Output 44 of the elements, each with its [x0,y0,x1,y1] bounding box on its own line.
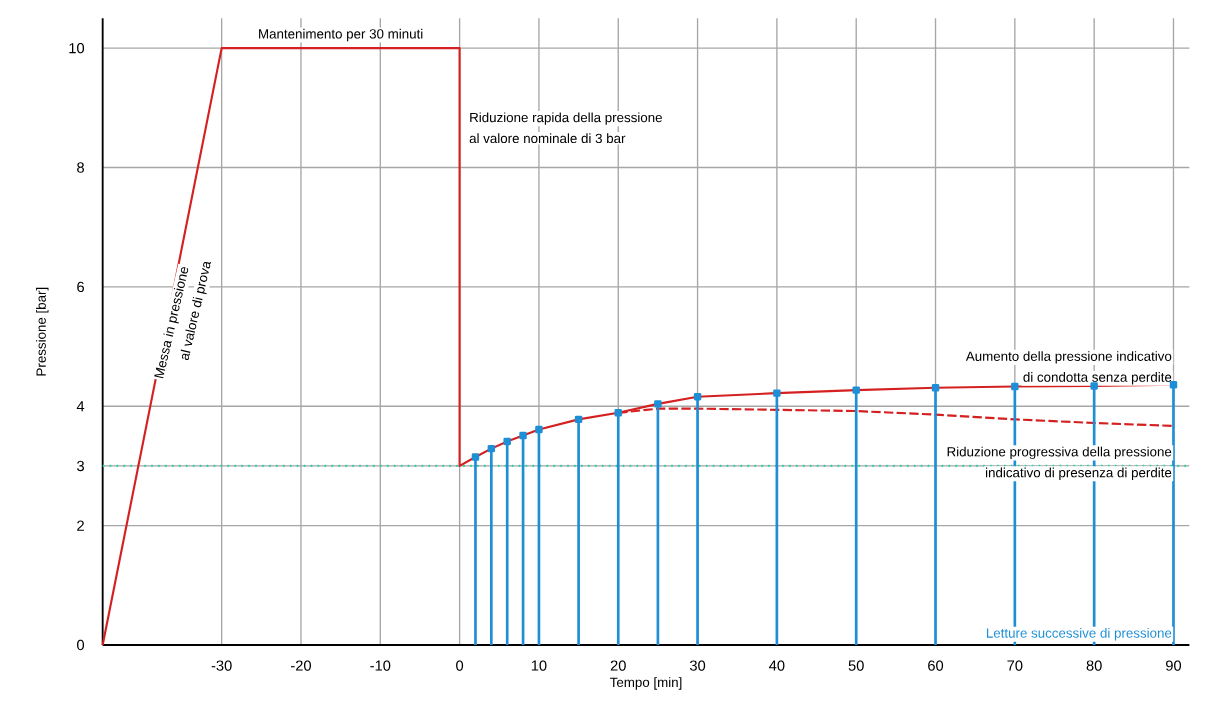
annotation: al valore nominale di 3 bar [469,133,626,144]
y-axis-title: Pressione [bar] [36,287,49,376]
x-tick-label: -20 [291,660,311,671]
y-tick-label: 4 [76,401,85,412]
x-tick-label: -10 [370,660,391,671]
point [693,392,702,401]
x-tick-label: 50 [848,660,864,671]
annotation: Riduzione progressiva della pressione [947,446,1172,460]
y-tick-label: 2 [77,520,84,531]
point [574,415,583,424]
annotation: di condotta senza perdite [1023,372,1172,385]
x-tick-label: 80 [1086,660,1102,671]
point [1011,382,1019,391]
x-tick-label: 0 [456,660,464,671]
point [931,384,940,392]
point [519,431,527,440]
y-tick-label: 3 [77,460,84,472]
y-tick-label: 8 [77,162,84,173]
point [535,425,543,434]
x-tick-label: 60 [928,660,944,671]
y-tick-label: 10 [69,42,85,54]
x-tick-label: 20 [610,660,626,671]
y-tick-label: 0 [77,639,85,651]
x-tick-label: -30 [211,660,232,671]
point [503,437,511,446]
x-tick-label: 90 [1166,660,1182,671]
y-tick-label: 6 [77,281,84,293]
x-tick-label: 40 [769,660,785,671]
annotation: Riduzione rapida della pressione [470,112,662,125]
x-axis-title: Tempo [min] [609,677,682,690]
point [487,444,496,453]
annotation: Mantenimento per 30 minuti [259,28,423,42]
x-tick-label: 30 [689,660,706,671]
point [852,386,860,394]
annotation: Letture successive di pressione [986,627,1172,641]
point [654,400,662,408]
annotation: indicativo di presenza di perdite [986,467,1172,480]
x-tick-label: 10 [531,660,547,671]
point [471,453,480,461]
point [773,389,781,397]
x-tick-label: 70 [1007,660,1023,671]
point [1090,382,1098,390]
annotation: Aumento della pressione indicativo [965,351,1172,364]
point [614,409,622,417]
